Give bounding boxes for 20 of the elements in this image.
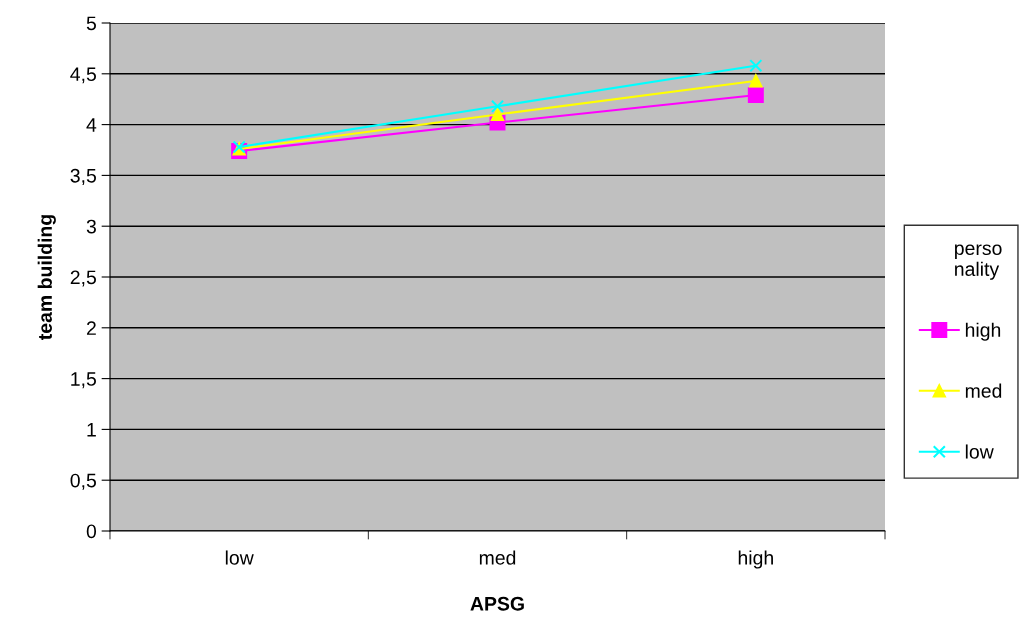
- x-axis-title: APSG: [470, 596, 524, 611]
- y-tick-label: 5: [86, 16, 96, 31]
- y-tick-label: 0: [86, 524, 97, 539]
- y-tick-label: 4: [86, 118, 97, 132]
- y-tick-label: 2,5: [70, 270, 96, 287]
- y-tick-label: 1,5: [71, 372, 96, 389]
- legend-label: high: [965, 322, 1001, 341]
- y-axis-title: team building: [37, 215, 56, 340]
- x-tick-label: high: [738, 550, 773, 569]
- x-tick-label: med: [479, 550, 516, 565]
- y-tick-label: 4,5: [70, 67, 96, 84]
- y-tick-label: 0,5: [70, 473, 96, 490]
- y-tick-label: 3: [86, 219, 96, 234]
- legend-title: perso nality: [955, 244, 1002, 280]
- y-tick-label: 1: [87, 423, 96, 437]
- x-tick-label: low: [225, 550, 254, 565]
- legend-label: med: [965, 383, 1002, 398]
- y-tick-label: 3,5: [70, 168, 96, 185]
- y-tick-label: 2: [86, 321, 96, 335]
- legend-label: low: [965, 444, 994, 459]
